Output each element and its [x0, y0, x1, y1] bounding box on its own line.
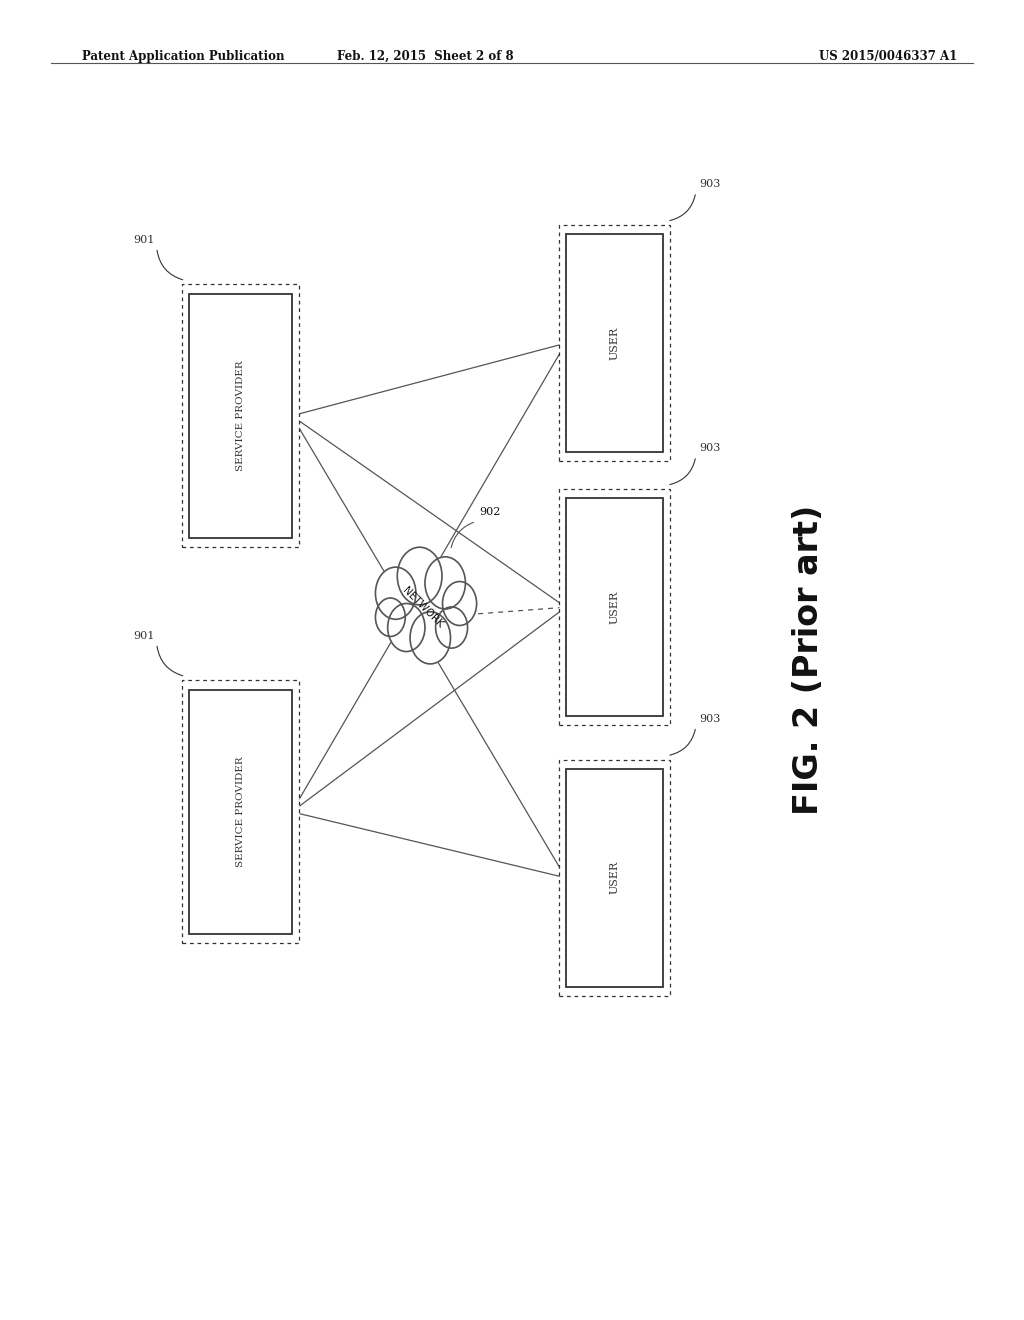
FancyBboxPatch shape: [182, 285, 299, 546]
Circle shape: [397, 548, 442, 605]
FancyBboxPatch shape: [559, 759, 670, 995]
Text: FIG. 2 (Prior art): FIG. 2 (Prior art): [793, 504, 825, 816]
FancyBboxPatch shape: [565, 768, 664, 987]
Text: SERVICE PROVIDER: SERVICE PROVIDER: [237, 360, 245, 471]
Text: 903: 903: [698, 444, 720, 453]
Circle shape: [410, 611, 451, 664]
Text: 901: 901: [133, 631, 155, 640]
FancyBboxPatch shape: [565, 235, 664, 451]
Text: NETWORK: NETWORK: [400, 585, 445, 630]
Circle shape: [376, 568, 416, 619]
FancyBboxPatch shape: [559, 224, 670, 462]
Text: 902: 902: [479, 507, 501, 517]
Circle shape: [435, 607, 468, 648]
Circle shape: [388, 603, 425, 652]
FancyBboxPatch shape: [565, 498, 664, 715]
FancyBboxPatch shape: [182, 681, 299, 942]
Text: USER: USER: [609, 861, 620, 895]
Text: US 2015/0046337 A1: US 2015/0046337 A1: [819, 50, 957, 63]
FancyBboxPatch shape: [559, 488, 670, 726]
Circle shape: [425, 557, 466, 609]
Text: Patent Application Publication: Patent Application Publication: [82, 50, 285, 63]
Text: SERVICE PROVIDER: SERVICE PROVIDER: [237, 756, 245, 867]
FancyBboxPatch shape: [189, 689, 292, 935]
Text: USER: USER: [609, 590, 620, 624]
Circle shape: [442, 582, 476, 626]
Text: USER: USER: [609, 326, 620, 360]
FancyBboxPatch shape: [189, 293, 292, 539]
Text: 901: 901: [133, 235, 155, 244]
Circle shape: [376, 598, 406, 636]
Text: Feb. 12, 2015  Sheet 2 of 8: Feb. 12, 2015 Sheet 2 of 8: [337, 50, 513, 63]
Text: 903: 903: [698, 714, 720, 723]
Text: 903: 903: [698, 180, 720, 189]
